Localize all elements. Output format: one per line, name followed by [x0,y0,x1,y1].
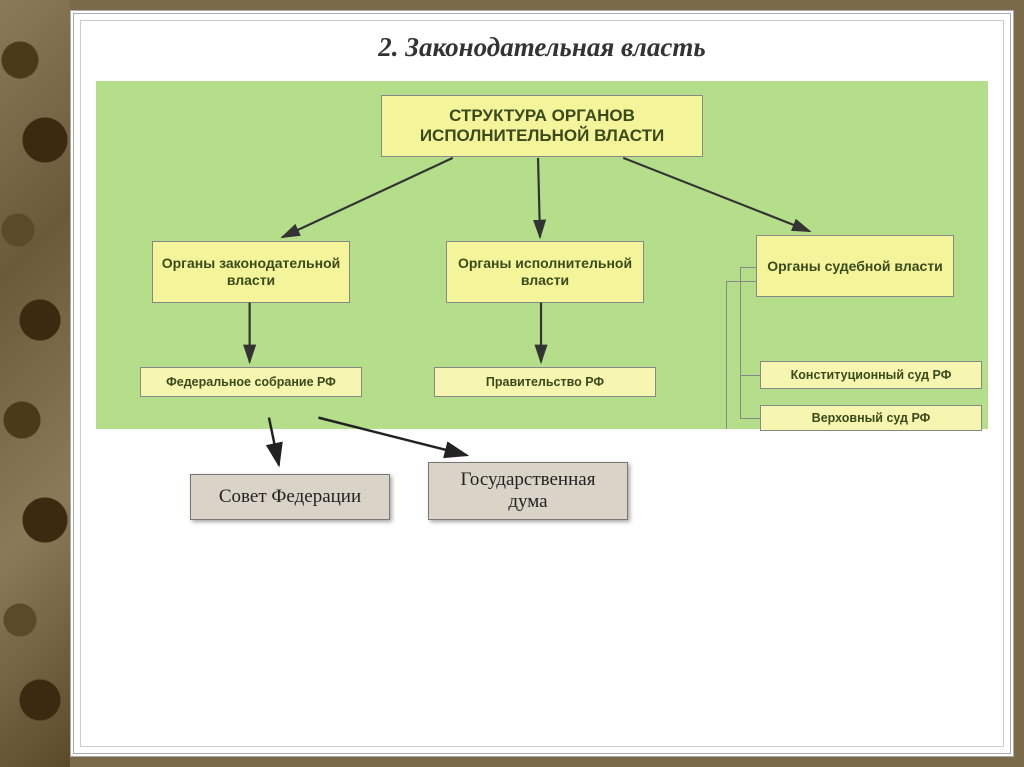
node-federal-assembly: Федеральное собрание РФ [140,367,362,397]
node-judicial: Органы судебной власти [756,235,954,297]
node-supreme-court-label: Верховный суд РФ [812,411,931,426]
node-root: СТРУКТУРА ОРГАНОВ ИСПОЛНИТЕЛЬНОЙ ВЛАСТИ [381,95,703,157]
node-supreme-court: Верховный суд РФ [760,405,982,431]
box-state-duma-label: Государственная дума [439,469,617,513]
node-federal-assembly-label: Федеральное собрание РФ [166,375,336,390]
node-government-label: Правительство РФ [486,375,604,390]
box-state-duma: Государственная дума [428,462,628,520]
box-federation-council: Совет Федерации [190,474,390,520]
node-government: Правительство РФ [434,367,656,397]
diagram-canvas: СТРУКТУРА ОРГАНОВ ИСПОЛНИТЕЛЬНОЙ ВЛАСТИ … [96,81,988,429]
connector-line [726,281,756,282]
node-constitutional-court: Конституционный суд РФ [760,361,982,389]
box-federation-council-label: Совет Федерации [219,486,361,508]
node-executive: Органы исполнительной власти [446,241,644,303]
node-judicial-label: Органы судебной власти [767,258,943,275]
node-executive-label: Органы исполнительной власти [453,255,637,289]
node-legislative-label: Органы законодательной власти [159,255,343,289]
connector-line [726,281,727,429]
node-root-label: СТРУКТУРА ОРГАНОВ ИСПОЛНИТЕЛЬНОЙ ВЛАСТИ [388,106,696,147]
left-texture-band [0,0,70,767]
node-legislative: Органы законодательной власти [152,241,350,303]
connector-line [740,267,756,268]
connector-line [740,267,741,419]
slide-content-frame: 2. Законодательная власть СТРУКТУРА ОРГА… [70,10,1014,757]
slide-title: 2. Законодательная власть [96,32,988,63]
connector-line [740,375,760,376]
connector-line [740,418,760,419]
node-constitutional-court-label: Конституционный суд РФ [791,368,952,383]
slide-outer-frame: 2. Законодательная власть СТРУКТУРА ОРГА… [0,0,1024,767]
